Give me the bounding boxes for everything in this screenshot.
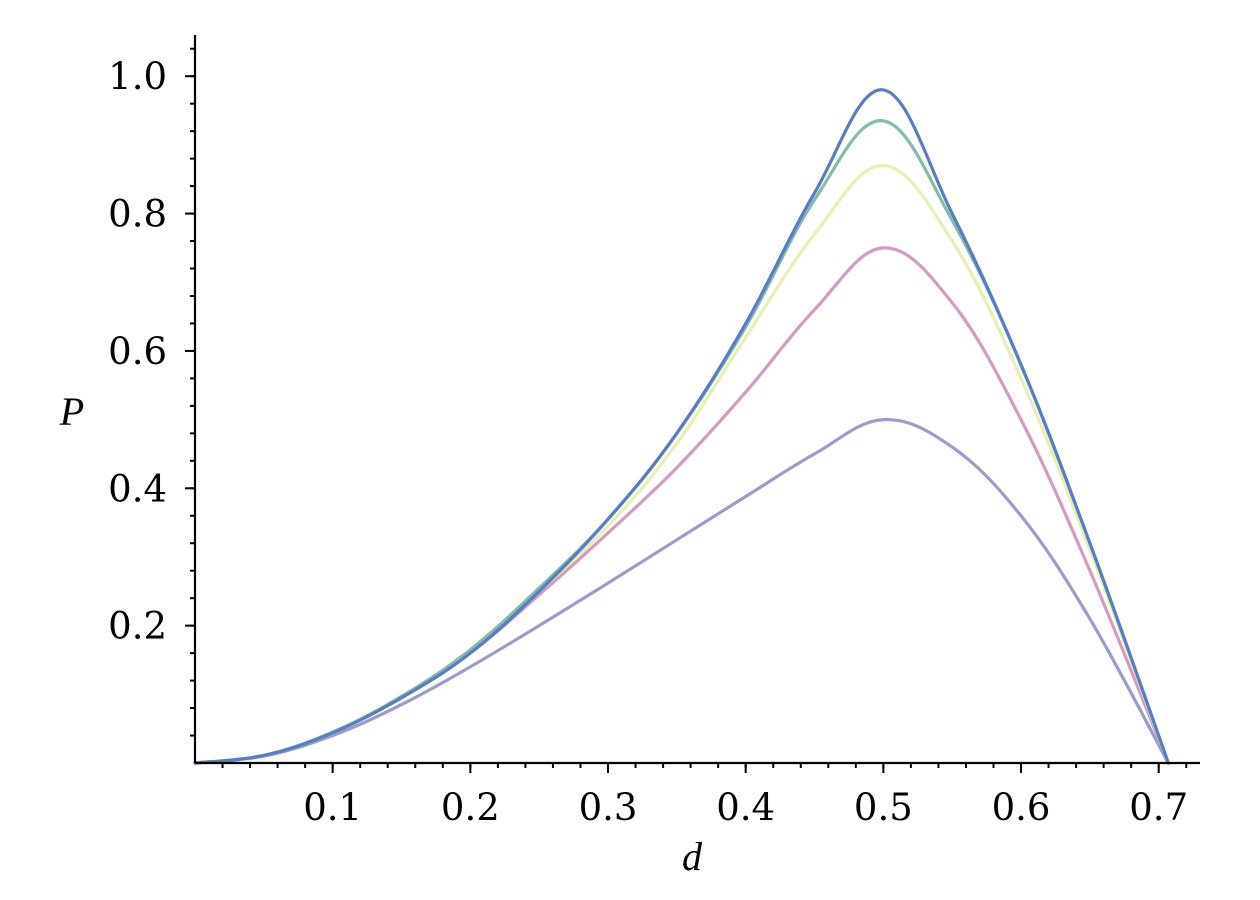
ticks-layer: 0.1 0.2 0.3 0.4 0.5 0.6 0.7 0.2 0.4 0.6 0.8 1.0 [108, 47, 1188, 829]
x-tick-label: 0.2 [441, 786, 500, 829]
series-layer [193, 88, 1170, 765]
y-tick-label: 0.6 [108, 330, 167, 373]
y-axis-label: P [59, 389, 84, 434]
series-line-2 [193, 246, 1170, 765]
series-line-5 [193, 88, 1170, 765]
axes-layer [193, 35, 1200, 765]
x-tick-label: 0.1 [303, 786, 362, 829]
x-tick-label: 0.3 [579, 786, 638, 829]
y-tick-label: 0.4 [108, 467, 167, 510]
x-axis-label: d [682, 834, 703, 879]
x-tick-label: 0.7 [1129, 786, 1188, 829]
y-tick-label: 0.8 [108, 193, 167, 236]
x-tick-label: 0.4 [716, 786, 775, 829]
x-tick-label: 0.5 [854, 786, 913, 829]
series-line-4 [193, 119, 1170, 765]
y-tick-label: 0.2 [108, 605, 167, 648]
series-line-1 [193, 417, 1170, 765]
x-tick-label: 0.6 [992, 786, 1051, 829]
y-tick-label: 1.0 [108, 55, 167, 98]
